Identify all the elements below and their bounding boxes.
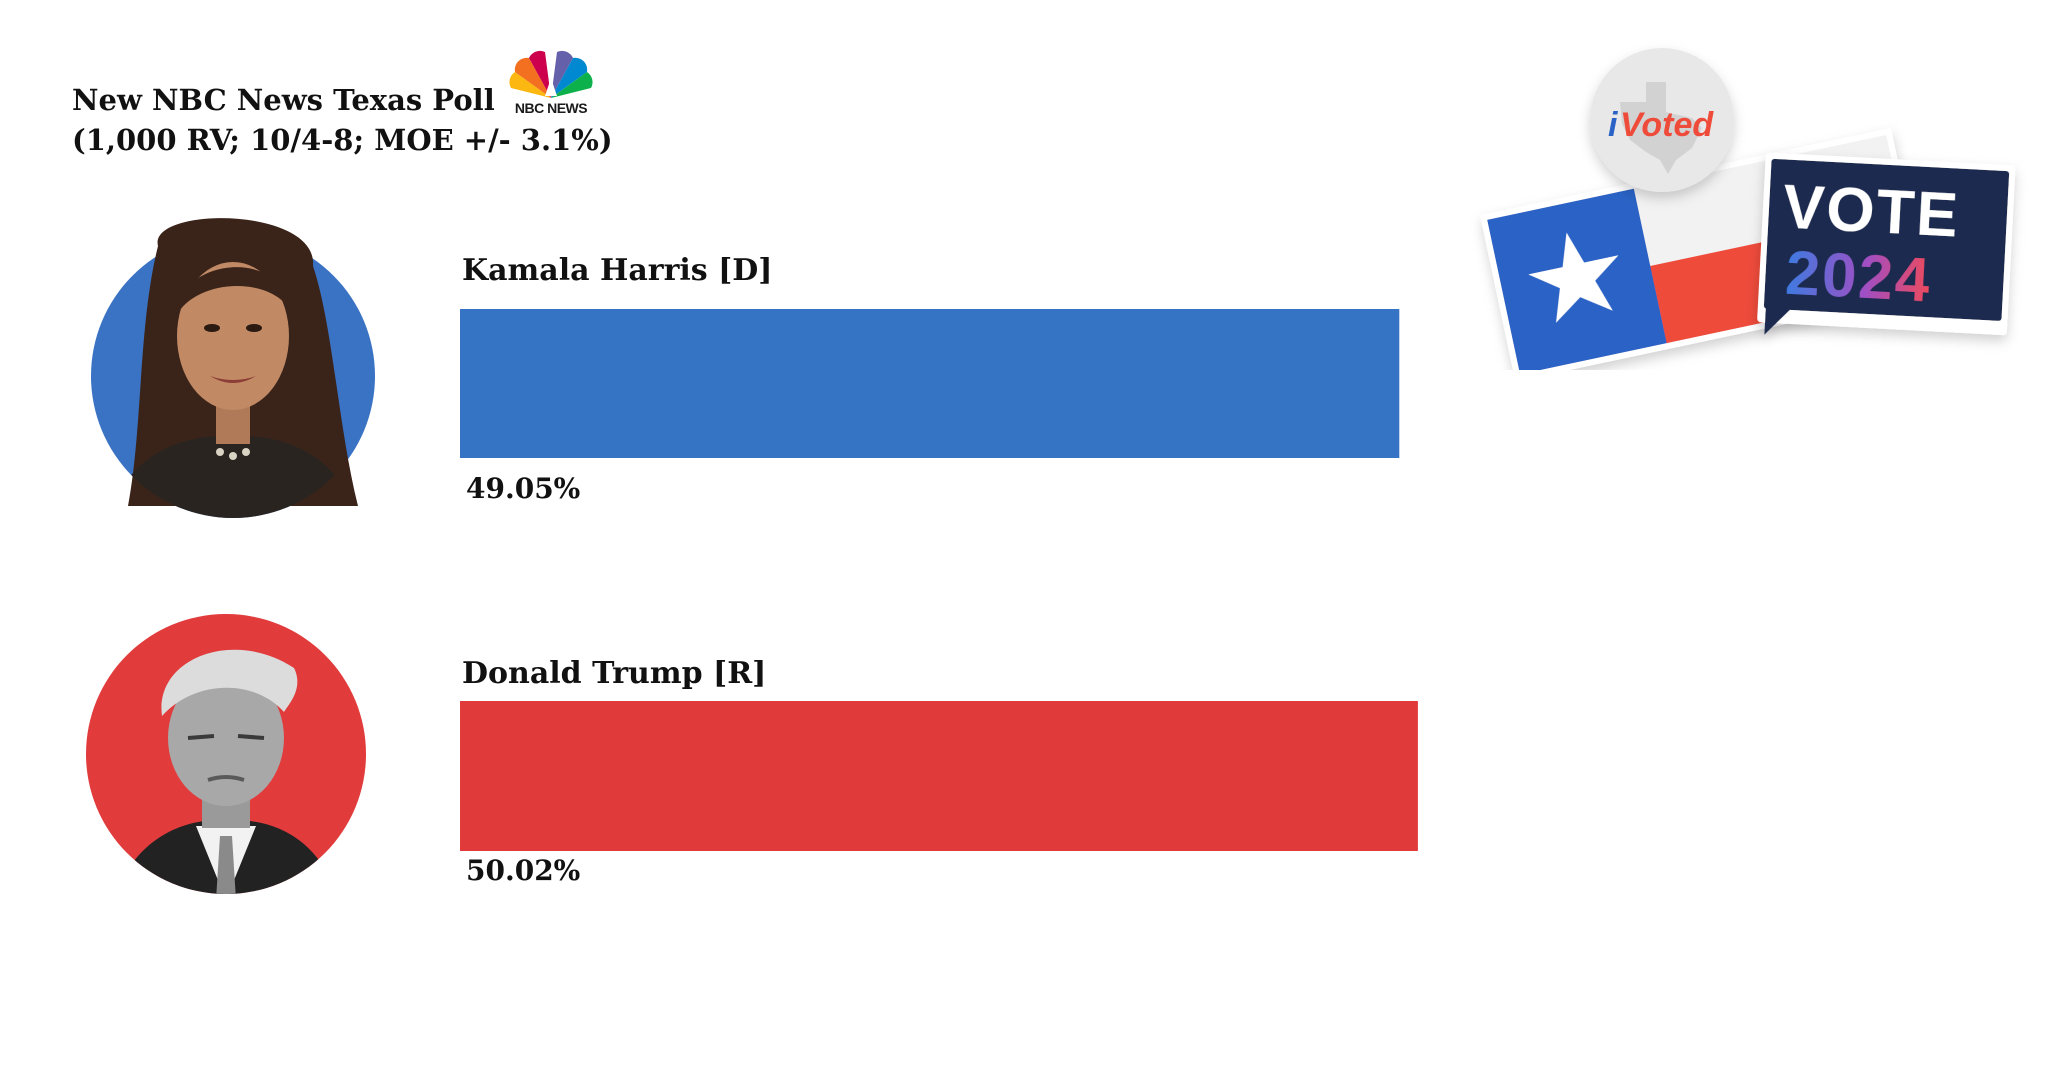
value-label-trump: 50.02% [466,854,580,887]
vote-sign-label: VOTE [1781,172,1961,250]
category-label-harris: Kamala Harris [D] [462,253,773,288]
value-label-harris: 49.05% [466,472,580,505]
i-voted-sticker-i: i [1608,106,1619,144]
election-badges-illustration: i Voted VOTE 2024 [1480,48,2016,370]
nbc-news-logo: NBC NEWS [506,48,596,118]
vote-2024-sign-icon: VOTE 2024 [1757,152,2016,336]
chart-title-block: New NBC News Texas Poll (1,000 RV; 10/4-… [72,80,613,160]
nbc-news-logo-text: NBC NEWS [514,100,588,116]
category-label-trump: Donald Trump [R] [462,656,766,691]
vote-sign-year: 2024 [1784,239,1933,316]
bar-harris [460,309,1400,458]
trump-portrait-icon [114,649,339,894]
harris-portrait-icon [108,218,358,518]
chart-title: New NBC News Texas Poll [72,83,495,117]
chart-subtitle: (1,000 RV; 10/4-8; MOE +/- 3.1%) [72,123,613,157]
trump-avatar [84,608,368,900]
nbc-peacock-icon [509,50,593,98]
i-voted-sticker-icon: i Voted [1590,48,1734,192]
bar-trump [460,701,1418,851]
harris-avatar [88,206,378,520]
i-voted-sticker-text: Voted [1620,106,1714,144]
